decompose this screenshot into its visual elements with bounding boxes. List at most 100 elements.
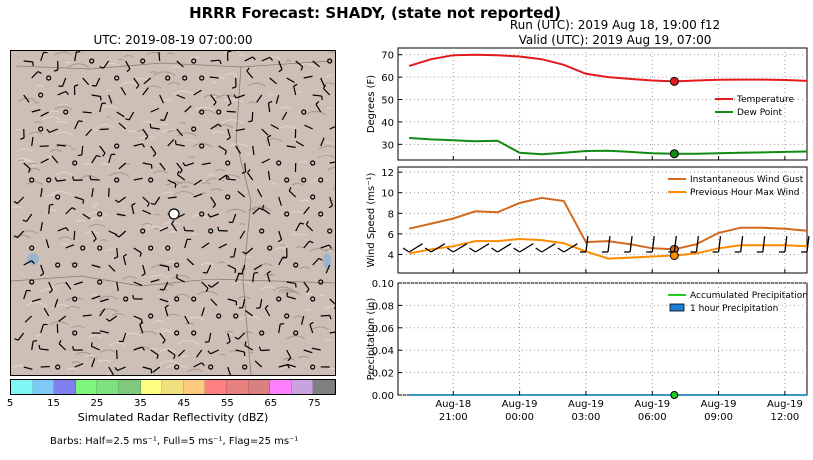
wind-barb — [286, 145, 296, 148]
wind-barb-flag — [164, 304, 169, 308]
wind-barb-flag — [37, 71, 42, 74]
series-line — [408, 53, 808, 83]
terrain-ridge — [221, 119, 244, 124]
terrain-ridge — [49, 190, 72, 196]
terrain-ridge — [24, 301, 48, 307]
wind-barb-flag — [65, 227, 69, 232]
terrain-ridge — [100, 239, 108, 242]
wind-barb — [108, 230, 118, 236]
y-axis-label: Precipitation (in) — [366, 298, 377, 381]
wind-barb — [54, 298, 59, 308]
wind-barb — [241, 264, 246, 274]
terrain-ridge — [58, 236, 73, 240]
terrain-ridge — [238, 54, 246, 57]
colorbar-tick-label: 25 — [90, 398, 104, 409]
terrain-ridge — [71, 361, 81, 364]
terrain-ridge — [55, 131, 73, 136]
wind-barb — [430, 243, 446, 253]
x-tick-label: Aug-19 — [568, 399, 604, 410]
terrain-ridge — [150, 264, 173, 269]
wind-barb — [607, 236, 611, 253]
calm-wind-marker — [114, 75, 120, 81]
lake — [323, 253, 331, 269]
wind-barb — [167, 349, 176, 356]
terrain-ridge — [141, 223, 153, 226]
terrain-ridge — [101, 62, 120, 67]
boundary-line — [235, 65, 252, 375]
wind-barb — [16, 196, 25, 204]
terrain-ridge — [71, 148, 77, 150]
terrain-ridge — [18, 159, 34, 163]
terrain-ridge — [191, 233, 198, 236]
calm-wind-marker — [165, 245, 171, 251]
wind-barb — [541, 243, 556, 253]
wind-barb — [320, 137, 325, 147]
wind-barb — [293, 86, 297, 96]
terrain-ridge — [323, 305, 335, 311]
current-time-marker — [670, 391, 679, 399]
terrain-ridge — [272, 286, 294, 292]
terrain-ridge — [230, 281, 253, 286]
terrain-ridge — [282, 357, 295, 361]
terrain-ridge — [249, 206, 272, 211]
wind-barb — [133, 177, 143, 181]
temperature-panel: 30 40 50 60 70 Degrees (F) Temperature Dew Poin… — [366, 47, 808, 161]
wind-barb-flag — [241, 171, 246, 174]
wind-barb-flag — [329, 315, 332, 320]
wind-barb — [278, 324, 281, 334]
terrain-ridge — [325, 142, 333, 144]
wind-barb — [133, 77, 140, 86]
terrain-ridge — [305, 293, 313, 296]
wind-barb-flag — [207, 284, 212, 288]
barb-legend-note: Barbs: Half=2.5 ms⁻¹, Full=5 ms⁻¹, Flag=… — [50, 436, 299, 447]
wind-barb — [81, 145, 84, 156]
current-time-marker — [669, 149, 679, 159]
wind-barb-flag — [182, 162, 186, 167]
wind-barb — [245, 247, 254, 255]
terrain-ridge — [321, 216, 327, 219]
wind-barb — [244, 344, 254, 351]
wind-barb — [305, 224, 314, 232]
terrain-ridge — [152, 320, 166, 324]
wind-barb — [23, 60, 33, 63]
terrain-ridge — [318, 154, 335, 159]
legend-label: Temperature — [736, 95, 794, 105]
calm-wind-marker — [97, 245, 103, 251]
terrain-ridge — [214, 124, 234, 129]
wind-barb — [303, 206, 310, 215]
terrain-ridge — [239, 315, 262, 321]
calm-wind-marker — [72, 296, 78, 302]
wind-barb-flag — [264, 304, 269, 309]
wind-barb — [23, 260, 32, 266]
wind-barb-flag — [217, 123, 222, 128]
wind-barb-flag — [217, 226, 220, 231]
wind-barb — [26, 213, 33, 222]
colorbar-label: Simulated Radar Reflectivity (dBZ) — [77, 411, 269, 424]
wind-barb-flag — [144, 135, 149, 140]
terrain-ridge — [67, 63, 90, 68]
calm-wind-marker — [191, 58, 197, 64]
terrain-ridge — [75, 219, 86, 223]
wind-barb — [56, 179, 66, 182]
terrain-ridge — [80, 175, 98, 179]
page-title: HRRR Forecast: SHADY, (state not reporte… — [189, 4, 561, 22]
terrain-ridge — [64, 51, 85, 53]
terrain-ridge — [327, 166, 335, 171]
wind-barb — [210, 196, 217, 205]
wind-barb — [452, 243, 468, 253]
calm-wind-marker — [293, 330, 299, 336]
terrain-ridge — [35, 84, 44, 87]
wind-barb — [193, 193, 203, 198]
wind-barb-flag — [253, 271, 259, 274]
wind-barb-flag — [90, 342, 93, 347]
wind-barb — [275, 94, 280, 104]
wind-barb-flag — [259, 207, 264, 211]
terrain-ridge — [91, 206, 97, 208]
wind-barb — [497, 243, 512, 253]
wind-barb — [218, 243, 228, 249]
wind-barb — [73, 281, 83, 286]
wind-barb-flag — [469, 247, 476, 253]
wind-barb — [150, 349, 159, 356]
wind-barb — [262, 208, 271, 215]
wind-barb — [218, 145, 227, 152]
